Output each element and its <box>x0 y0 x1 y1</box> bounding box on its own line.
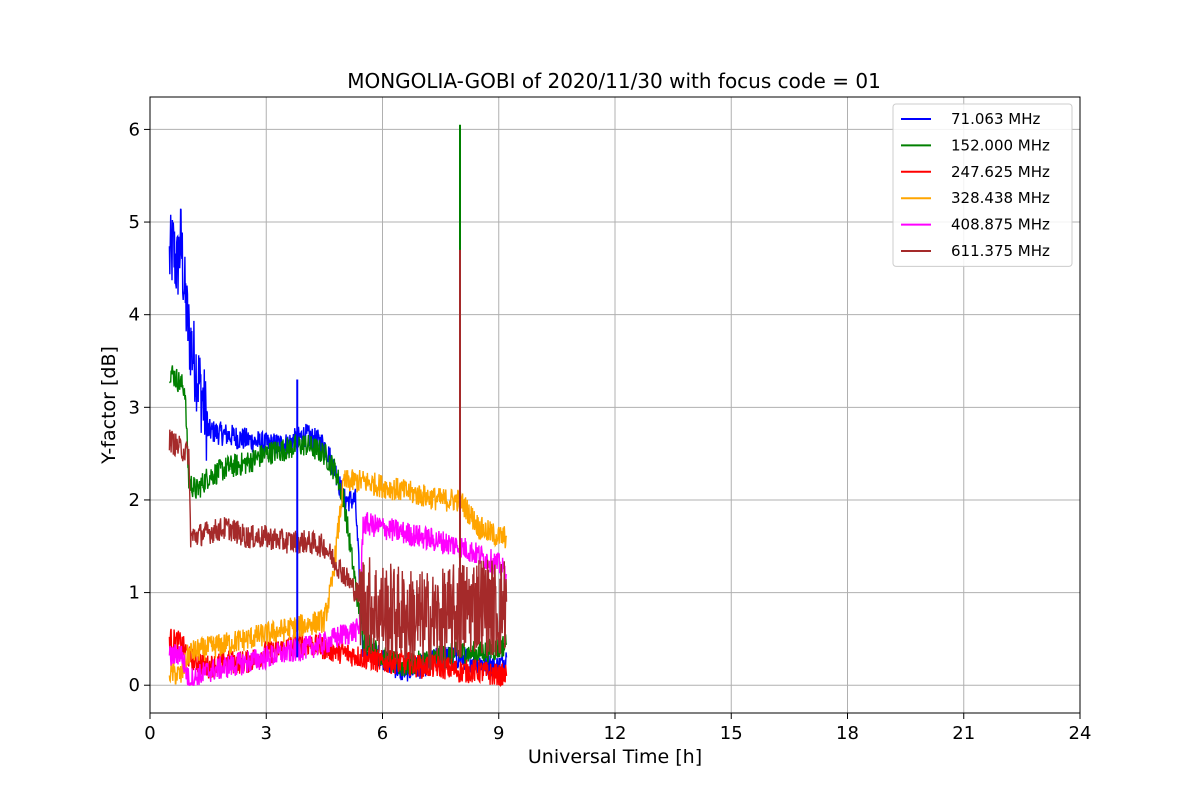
y-tick-label: 4 <box>129 305 140 326</box>
x-tick-label: 9 <box>493 723 504 744</box>
legend-label: 152.000 MHz <box>951 136 1050 154</box>
y-tick-label: 1 <box>129 583 140 604</box>
legend-box <box>892 103 1073 267</box>
x-tick-label: 0 <box>144 723 155 744</box>
series-line-3 <box>168 469 508 685</box>
legend-label: 71.063 MHz <box>951 110 1040 128</box>
y-tick-label: 0 <box>129 675 140 696</box>
x-tick-label: 18 <box>836 723 859 744</box>
legend-label: 247.625 MHz <box>951 163 1050 181</box>
x-tick-label: 6 <box>377 723 388 744</box>
data-series <box>168 124 508 688</box>
x-tick-label: 21 <box>952 723 975 744</box>
y-tick-label: 5 <box>129 212 140 233</box>
chart-title: MONGOLIA-GOBI of 2020/11/30 with focus c… <box>347 69 881 93</box>
y-tick-label: 6 <box>129 119 140 140</box>
x-axis-label: Universal Time [h] <box>528 746 702 768</box>
x-tick-label: 3 <box>261 723 272 744</box>
grid <box>149 97 1081 713</box>
series-line-4 <box>168 512 508 686</box>
legend: 71.063 MHz 152.000 MHz 247.625 MHz 328.438 … <box>892 103 1073 267</box>
legend-label: 611.375 MHz <box>951 242 1050 260</box>
x-tick-label: 15 <box>720 723 743 744</box>
series-line-1 <box>169 365 508 677</box>
series-line-5 <box>168 429 508 671</box>
legend-label: 408.875 MHz <box>951 216 1050 234</box>
y-tick-label: 3 <box>129 397 140 418</box>
series-line-2 <box>168 628 508 688</box>
x-tick-label: 24 <box>1069 723 1092 744</box>
y-tick-label: 2 <box>129 490 140 511</box>
y-axis-label: Y-factor [dB] <box>98 346 120 465</box>
legend-label: 328.438 MHz <box>951 189 1050 207</box>
x-tick-label: 12 <box>604 723 627 744</box>
